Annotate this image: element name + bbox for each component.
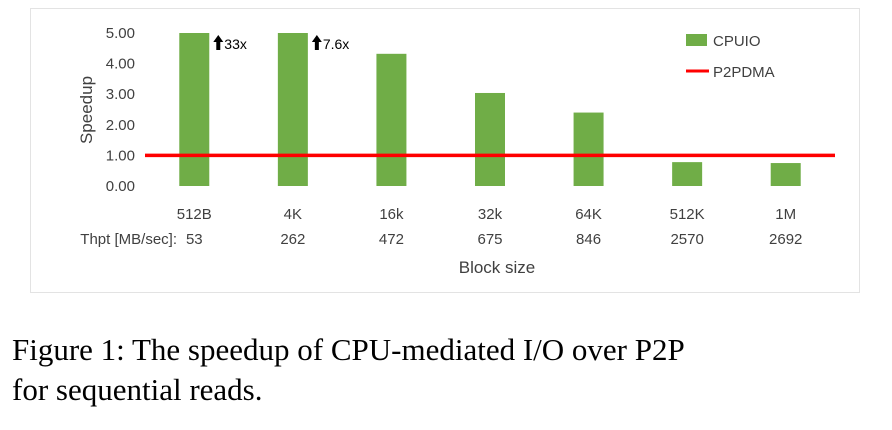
speedup-bar-chart: 0.00 1.00 2.00 3.00 4.00 5.00 33x 7.6x 512B 4K 1… bbox=[77, 25, 835, 277]
y-tick-label: 1.00 bbox=[106, 147, 135, 164]
category-label: 16k bbox=[379, 206, 404, 223]
thpt-value: 262 bbox=[280, 231, 305, 248]
x-axis-label: Block size bbox=[459, 258, 536, 277]
category-label: 4K bbox=[284, 206, 302, 223]
annotation-label: 7.6x bbox=[323, 36, 349, 52]
caption-prefix: Figure 1: The speedup of CPU-mediated I/… bbox=[12, 332, 635, 367]
caption-suffix: for sequential reads. bbox=[12, 372, 263, 407]
bar-512k bbox=[672, 162, 703, 186]
legend-label-cpuio: CPUIO bbox=[713, 33, 761, 50]
bar-64k bbox=[573, 112, 604, 186]
y-tick-label: 5.00 bbox=[106, 25, 135, 42]
category-label: 512K bbox=[670, 206, 705, 223]
thpt-values: 53 262 472 675 846 2570 2692 bbox=[186, 231, 802, 248]
thpt-value: 675 bbox=[477, 231, 502, 248]
arrow-up-icon bbox=[213, 35, 224, 50]
category-label: 512B bbox=[177, 206, 212, 223]
bar-annotations: 33x 7.6x bbox=[213, 35, 349, 52]
chart-frame bbox=[30, 8, 860, 293]
thpt-value: 2570 bbox=[670, 231, 703, 248]
thpt-value: 472 bbox=[379, 231, 404, 248]
bar-512b bbox=[179, 33, 210, 186]
annotation-label: 33x bbox=[224, 36, 247, 52]
category-label: 64K bbox=[575, 206, 602, 223]
legend-label-p2pdma: P2PDMA bbox=[713, 64, 775, 81]
y-axis-label: Speedup bbox=[77, 76, 96, 144]
bar-4k bbox=[277, 33, 308, 186]
thpt-value: 846 bbox=[576, 231, 601, 248]
bar-16k bbox=[376, 53, 407, 186]
category-labels: 512B 4K 16k 32k 64K 512K 1M bbox=[177, 206, 796, 223]
y-tick-label: 0.00 bbox=[106, 178, 135, 195]
figure-caption: Figure 1: The speedup of CPU-mediated I/… bbox=[12, 330, 882, 410]
thpt-value: 53 bbox=[186, 231, 203, 248]
category-label: 1M bbox=[775, 206, 796, 223]
y-tick-label: 4.00 bbox=[106, 56, 135, 73]
y-tick-label: 2.00 bbox=[106, 117, 135, 134]
legend-swatch-cpuio bbox=[686, 34, 707, 46]
bar-32k bbox=[475, 92, 505, 186]
category-label: 32k bbox=[478, 206, 503, 223]
y-tick-labels: 0.00 1.00 2.00 3.00 4.00 5.00 bbox=[106, 25, 135, 195]
legend: CPUIO P2PDMA bbox=[686, 33, 775, 81]
thpt-row-label: Thpt [MB/sec]: bbox=[80, 231, 177, 248]
caption-smallcaps: P2P bbox=[634, 332, 685, 367]
thpt-value: 2692 bbox=[769, 231, 802, 248]
y-tick-label: 3.00 bbox=[106, 86, 135, 103]
arrow-up-icon bbox=[311, 35, 322, 50]
bar-1m bbox=[770, 163, 801, 186]
bars bbox=[179, 33, 801, 186]
